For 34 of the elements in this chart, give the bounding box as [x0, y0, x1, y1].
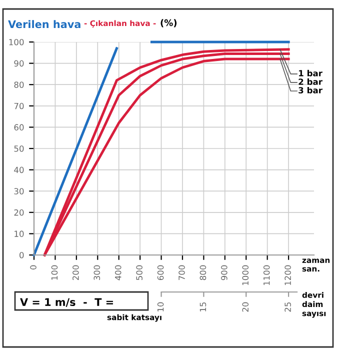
- text: 2 bar: [298, 78, 322, 85]
- x-tick-label: 300: [94, 265, 100, 280]
- y-tick-label: 0: [20, 252, 24, 258]
- y-tick-label: 100: [9, 38, 24, 46]
- y-tick-label: 50: [14, 145, 24, 152]
- x2-tick-label: 20: [242, 302, 249, 312]
- y-tick-label: 10: [14, 230, 24, 237]
- x-tick-label: 800: [200, 265, 206, 280]
- x2-tick-label: 10: [157, 302, 164, 312]
- x-tick-label: 900: [221, 265, 228, 280]
- x-tick-label: 1100: [263, 265, 270, 286]
- x-tick-label: 100: [51, 265, 58, 280]
- y-tick-label: 20: [14, 209, 24, 216]
- y-tick-label: 30: [14, 188, 24, 194]
- y-tick-label: 90: [14, 60, 24, 67]
- x-tick-label: 1200: [284, 265, 291, 286]
- text: 1 bar: [299, 70, 322, 76]
- x2-tick-label: 15: [200, 302, 206, 312]
- chart-title: Verilen hava: [8, 20, 80, 28]
- y-tick-label: 70: [14, 102, 24, 110]
- y-axis-title: (%): [160, 19, 177, 28]
- x-tick-label: 400: [114, 265, 122, 280]
- y-tick-label: 80: [14, 82, 24, 88]
- y-tick-label: 60: [14, 124, 24, 130]
- text: 3 bar: [298, 86, 322, 94]
- x-tick-label: 200: [72, 265, 79, 280]
- text: V = 1 m/s - T =: [20, 298, 113, 307]
- x2-tick-label: 25: [284, 302, 291, 312]
- x-tick-label: 600: [157, 265, 164, 280]
- x-tick-label: 700: [178, 265, 185, 280]
- y-tick-label: 40: [14, 166, 24, 174]
- x-tick-label: 1000: [242, 265, 249, 286]
- x-tick-label: 0: [30, 265, 36, 270]
- x-tick-label: 500: [136, 265, 142, 280]
